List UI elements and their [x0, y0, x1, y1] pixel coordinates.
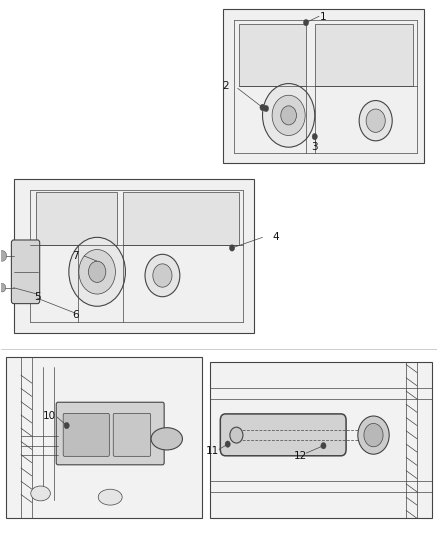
- Circle shape: [321, 442, 326, 449]
- Text: 5: 5: [34, 292, 40, 302]
- Text: 4: 4: [272, 232, 279, 242]
- Ellipse shape: [230, 427, 243, 443]
- FancyBboxPatch shape: [220, 414, 346, 456]
- Circle shape: [69, 237, 125, 306]
- Circle shape: [304, 19, 309, 26]
- Circle shape: [359, 101, 392, 141]
- Text: 1: 1: [320, 12, 327, 22]
- Polygon shape: [223, 10, 424, 163]
- Circle shape: [272, 95, 305, 135]
- Circle shape: [0, 251, 7, 261]
- Circle shape: [225, 441, 230, 447]
- Text: 7: 7: [72, 251, 79, 261]
- Text: 10: 10: [42, 411, 56, 421]
- Circle shape: [364, 423, 383, 447]
- Polygon shape: [315, 23, 413, 86]
- Circle shape: [145, 254, 180, 297]
- Polygon shape: [210, 362, 432, 519]
- FancyBboxPatch shape: [56, 402, 164, 465]
- Circle shape: [0, 284, 6, 292]
- Polygon shape: [36, 192, 117, 245]
- Polygon shape: [6, 357, 201, 519]
- Text: 11: 11: [205, 446, 219, 456]
- Text: 12: 12: [294, 451, 307, 461]
- Text: 6: 6: [72, 310, 79, 320]
- Text: 3: 3: [311, 142, 318, 152]
- FancyBboxPatch shape: [113, 414, 151, 456]
- Circle shape: [230, 245, 235, 251]
- Circle shape: [64, 422, 69, 429]
- Polygon shape: [123, 192, 239, 245]
- Circle shape: [263, 106, 268, 112]
- Polygon shape: [14, 179, 254, 333]
- Circle shape: [281, 106, 297, 125]
- Ellipse shape: [31, 486, 50, 501]
- Circle shape: [366, 109, 385, 132]
- FancyBboxPatch shape: [11, 240, 40, 304]
- Ellipse shape: [151, 427, 183, 450]
- Polygon shape: [239, 23, 306, 86]
- Circle shape: [88, 261, 106, 282]
- Circle shape: [260, 104, 265, 111]
- Circle shape: [358, 416, 389, 454]
- Ellipse shape: [98, 489, 122, 505]
- Circle shape: [262, 84, 315, 147]
- Text: 2: 2: [222, 81, 229, 91]
- FancyBboxPatch shape: [63, 414, 110, 456]
- Circle shape: [153, 264, 172, 287]
- Circle shape: [79, 249, 116, 294]
- Circle shape: [312, 133, 318, 140]
